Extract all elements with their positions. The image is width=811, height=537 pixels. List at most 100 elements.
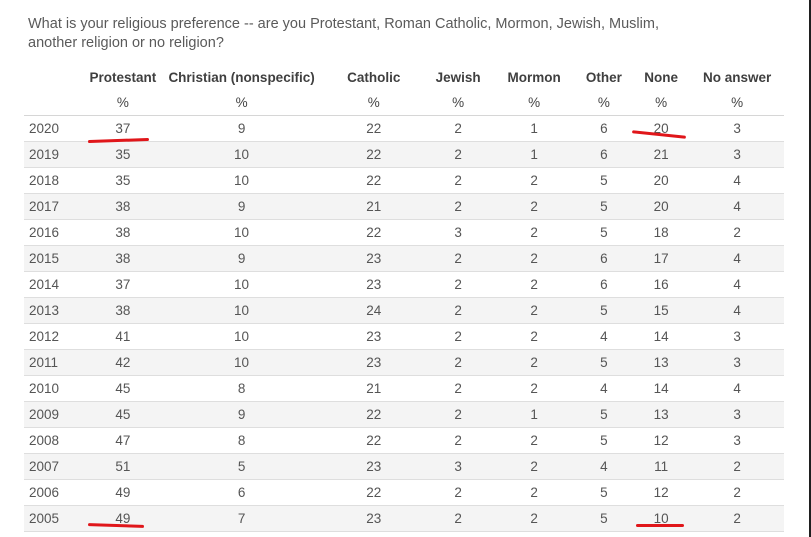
percent-cell: 4 [690, 271, 784, 298]
percent-cell: 23 [323, 271, 424, 298]
year-cell: 2014 [24, 271, 87, 298]
column-header: Catholic [347, 70, 401, 85]
percent-cell: 45 [86, 375, 160, 402]
percent-cell: 49 [86, 505, 160, 532]
percent-cell: 2 [423, 401, 493, 428]
percent-cell: 4 [690, 297, 784, 324]
percent-cell: 4 [690, 245, 784, 272]
year-cell: 2013 [24, 297, 87, 324]
column-header: Mormon [507, 70, 561, 85]
percent-cell: 2 [423, 141, 493, 168]
percent-cell: 15 [631, 297, 691, 324]
percent-cell: 22 [323, 427, 424, 454]
percent-cell: 17 [631, 245, 691, 272]
percent-cell: 2 [492, 271, 576, 298]
percent-cell: 6 [575, 245, 632, 272]
percent-cell: 6 [575, 141, 632, 168]
table-row: 2019 35 10 22 2 1 6 21 3 [24, 141, 784, 168]
unit-label: % [631, 90, 691, 116]
column-header: Other [585, 70, 622, 85]
window-border [809, 0, 811, 537]
year-cell: 2020 [24, 115, 87, 142]
percent-cell: 23 [323, 349, 424, 376]
percent-cell: 23 [323, 453, 424, 480]
year-cell: 2007 [24, 453, 87, 480]
unit-label: % [492, 90, 576, 116]
percent-cell: 37 [86, 271, 160, 298]
percent-cell: 42 [86, 349, 160, 376]
table-body: 2020 37 9 22 2 1 6 20 3 2019 35 10 22 2 1 6 21 3 2018 35 10 2… [24, 115, 784, 532]
table-row: 2011 42 10 23 2 2 5 13 3 [24, 349, 784, 376]
percent-cell: 47 [86, 427, 160, 454]
percent-cell: 51 [86, 453, 160, 480]
percent-cell: 6 [575, 271, 632, 298]
percent-cell: 5 [575, 219, 632, 246]
percent-cell: 9 [159, 115, 324, 142]
column-header: Jewish [435, 70, 481, 85]
percent-cell: 1 [492, 115, 576, 142]
percent-cell: 13 [631, 349, 691, 376]
table-row: 2014 37 10 23 2 2 6 16 4 [24, 271, 784, 298]
year-cell: 2016 [24, 219, 87, 246]
table-row: 2018 35 10 22 2 2 5 20 4 [24, 167, 784, 194]
percent-cell: 22 [323, 167, 424, 194]
unit-label: % [690, 90, 784, 116]
percent-cell: 22 [323, 115, 424, 142]
percent-cell: 3 [690, 349, 784, 376]
percent-cell: 14 [631, 375, 691, 402]
percent-cell: 3 [690, 115, 784, 142]
percent-cell: 23 [323, 245, 424, 272]
year-cell: 2010 [24, 375, 87, 402]
unit-label [24, 90, 87, 116]
percent-cell: 2 [492, 245, 576, 272]
table-row: 2013 38 10 24 2 2 5 15 4 [24, 297, 784, 324]
percent-cell: 22 [323, 141, 424, 168]
percent-cell: 3 [690, 141, 784, 168]
table-row: 2007 51 5 23 3 2 4 11 2 [24, 453, 784, 480]
unit-label: % [159, 90, 324, 116]
percent-cell: 35 [86, 167, 160, 194]
percent-cell: 9 [159, 401, 324, 428]
column-header: None [644, 70, 678, 85]
table-row: 2010 45 8 21 2 2 4 14 4 [24, 375, 784, 402]
year-column-header [24, 65, 86, 90]
header-row: Protestant Christian (nonspecific) Catholi… [24, 65, 784, 90]
percent-cell: 4 [575, 375, 632, 402]
percent-cell: 2 [492, 219, 576, 246]
percent-cell: 2 [690, 453, 784, 480]
religious-preference-table: Protestant Christian (nonspecific) Catholi… [24, 65, 784, 532]
year-cell: 2017 [24, 193, 87, 220]
percent-cell: 2 [492, 505, 576, 532]
percent-cell: 5 [575, 427, 632, 454]
survey-question: What is your religious preference -- are… [28, 16, 659, 51]
percent-cell: 8 [159, 375, 324, 402]
column-header: No answer [702, 70, 772, 85]
percent-cell: 23 [323, 323, 424, 350]
percent-cell: 2 [492, 479, 576, 506]
percent-cell: 2 [690, 479, 784, 506]
percent-cell: 10 [159, 167, 324, 194]
percent-cell: 18 [631, 219, 691, 246]
percent-cell: 2 [423, 323, 493, 350]
percent-cell: 5 [575, 297, 632, 324]
table-row: 2016 38 10 22 3 2 5 18 2 [24, 219, 784, 246]
table-row: 2017 38 9 21 2 2 5 20 4 [24, 193, 784, 220]
percent-cell: 21 [631, 141, 691, 168]
percent-cell: 9 [159, 245, 324, 272]
percent-cell: 4 [690, 167, 784, 194]
unit-label: % [575, 90, 632, 116]
percent-cell: 10 [159, 349, 324, 376]
percent-cell: 10 [159, 141, 324, 168]
year-cell: 2008 [24, 427, 87, 454]
percent-cell: 4 [690, 375, 784, 402]
percent-cell: 1 [492, 141, 576, 168]
percent-cell: 49 [86, 479, 160, 506]
year-cell: 2015 [24, 245, 87, 272]
table-row: 2012 41 10 23 2 2 4 14 3 [24, 323, 784, 350]
percent-cell: 2 [492, 453, 576, 480]
column-header: Protestant [89, 70, 157, 85]
percent-cell: 35 [86, 141, 160, 168]
table-row: 2015 38 9 23 2 2 6 17 4 [24, 245, 784, 272]
percent-cell: 2 [423, 115, 493, 142]
percent-cell: 22 [323, 401, 424, 428]
